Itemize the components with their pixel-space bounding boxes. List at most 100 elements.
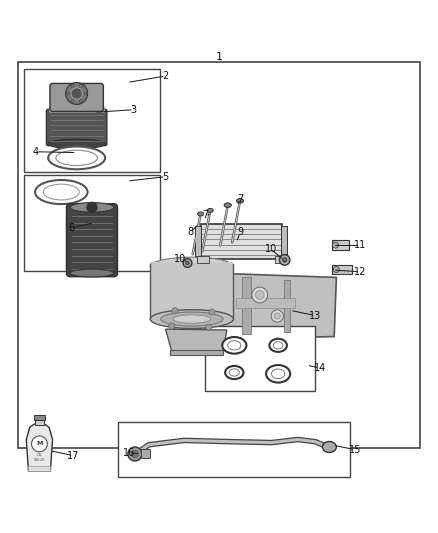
Text: M: M xyxy=(36,441,42,447)
Bar xyxy=(332,240,349,250)
Circle shape xyxy=(66,83,88,104)
Ellipse shape xyxy=(266,365,290,383)
FancyBboxPatch shape xyxy=(50,84,103,111)
Text: 1: 1 xyxy=(215,52,223,62)
Polygon shape xyxy=(26,424,53,471)
Circle shape xyxy=(172,308,178,314)
Ellipse shape xyxy=(322,441,336,453)
Circle shape xyxy=(67,92,69,95)
Bar xyxy=(18,61,420,448)
FancyBboxPatch shape xyxy=(46,109,107,146)
Bar xyxy=(281,226,287,256)
Bar xyxy=(332,265,352,274)
Circle shape xyxy=(169,323,175,329)
Bar xyxy=(49,107,104,112)
Text: 8: 8 xyxy=(187,228,194,237)
Bar xyxy=(275,256,285,263)
Ellipse shape xyxy=(272,369,285,378)
Bar xyxy=(34,415,45,420)
Circle shape xyxy=(128,447,142,461)
Polygon shape xyxy=(174,274,336,339)
Text: 9: 9 xyxy=(237,228,243,237)
Text: 2: 2 xyxy=(162,71,169,81)
Circle shape xyxy=(206,325,212,330)
Ellipse shape xyxy=(237,199,244,203)
Circle shape xyxy=(71,88,82,99)
Ellipse shape xyxy=(224,203,231,207)
Polygon shape xyxy=(166,329,227,354)
FancyBboxPatch shape xyxy=(67,204,117,277)
Bar xyxy=(24,69,160,172)
Text: 7: 7 xyxy=(237,193,243,204)
Circle shape xyxy=(80,100,82,102)
Ellipse shape xyxy=(70,269,114,277)
Bar xyxy=(170,350,223,356)
Circle shape xyxy=(252,287,268,303)
Ellipse shape xyxy=(198,212,204,216)
Circle shape xyxy=(186,261,189,265)
Circle shape xyxy=(84,92,87,95)
Circle shape xyxy=(209,309,215,315)
Text: 16: 16 xyxy=(123,448,135,458)
Text: 3: 3 xyxy=(131,104,137,115)
Circle shape xyxy=(131,450,138,457)
Ellipse shape xyxy=(225,366,244,379)
Circle shape xyxy=(255,290,264,300)
Ellipse shape xyxy=(229,369,240,376)
Ellipse shape xyxy=(150,257,233,276)
Ellipse shape xyxy=(207,208,213,213)
Circle shape xyxy=(71,85,74,87)
Bar xyxy=(236,298,295,308)
Circle shape xyxy=(279,255,290,265)
Circle shape xyxy=(183,259,192,268)
Bar xyxy=(35,418,44,425)
Bar xyxy=(195,226,201,256)
Ellipse shape xyxy=(173,315,211,323)
Ellipse shape xyxy=(48,147,105,169)
Circle shape xyxy=(271,310,283,322)
Bar xyxy=(118,422,350,477)
Bar xyxy=(242,278,251,334)
Text: OIL: OIL xyxy=(36,453,42,457)
Text: 12: 12 xyxy=(354,266,366,277)
Bar xyxy=(28,466,50,471)
Ellipse shape xyxy=(223,337,246,354)
Ellipse shape xyxy=(273,342,283,349)
Text: 17: 17 xyxy=(67,451,80,461)
Text: 13: 13 xyxy=(309,311,321,320)
Ellipse shape xyxy=(48,139,105,149)
Circle shape xyxy=(80,85,82,87)
Circle shape xyxy=(32,436,47,452)
Text: 6: 6 xyxy=(68,223,74,233)
Text: 7: 7 xyxy=(202,210,208,220)
Text: 5: 5 xyxy=(162,172,169,182)
Text: 5W-20: 5W-20 xyxy=(34,458,45,462)
Circle shape xyxy=(71,100,74,102)
Circle shape xyxy=(332,242,339,248)
Circle shape xyxy=(87,202,97,213)
Ellipse shape xyxy=(35,180,88,204)
Circle shape xyxy=(333,266,339,273)
Bar xyxy=(24,174,160,271)
Bar xyxy=(201,223,282,259)
Text: 11: 11 xyxy=(354,240,366,251)
Bar xyxy=(284,280,290,332)
Bar xyxy=(197,256,209,263)
Ellipse shape xyxy=(150,310,233,328)
Ellipse shape xyxy=(56,150,97,166)
Ellipse shape xyxy=(228,341,241,350)
Ellipse shape xyxy=(43,184,79,200)
Circle shape xyxy=(274,313,280,319)
Text: 10: 10 xyxy=(265,244,277,254)
Text: 14: 14 xyxy=(314,363,326,373)
Bar xyxy=(205,326,315,391)
Bar xyxy=(141,449,150,458)
Ellipse shape xyxy=(269,339,287,352)
Text: 10: 10 xyxy=(174,254,187,264)
Circle shape xyxy=(283,258,287,262)
Ellipse shape xyxy=(161,312,223,326)
Text: 15: 15 xyxy=(349,445,361,455)
Text: 4: 4 xyxy=(33,147,39,157)
Ellipse shape xyxy=(70,203,114,212)
Bar xyxy=(150,262,233,319)
